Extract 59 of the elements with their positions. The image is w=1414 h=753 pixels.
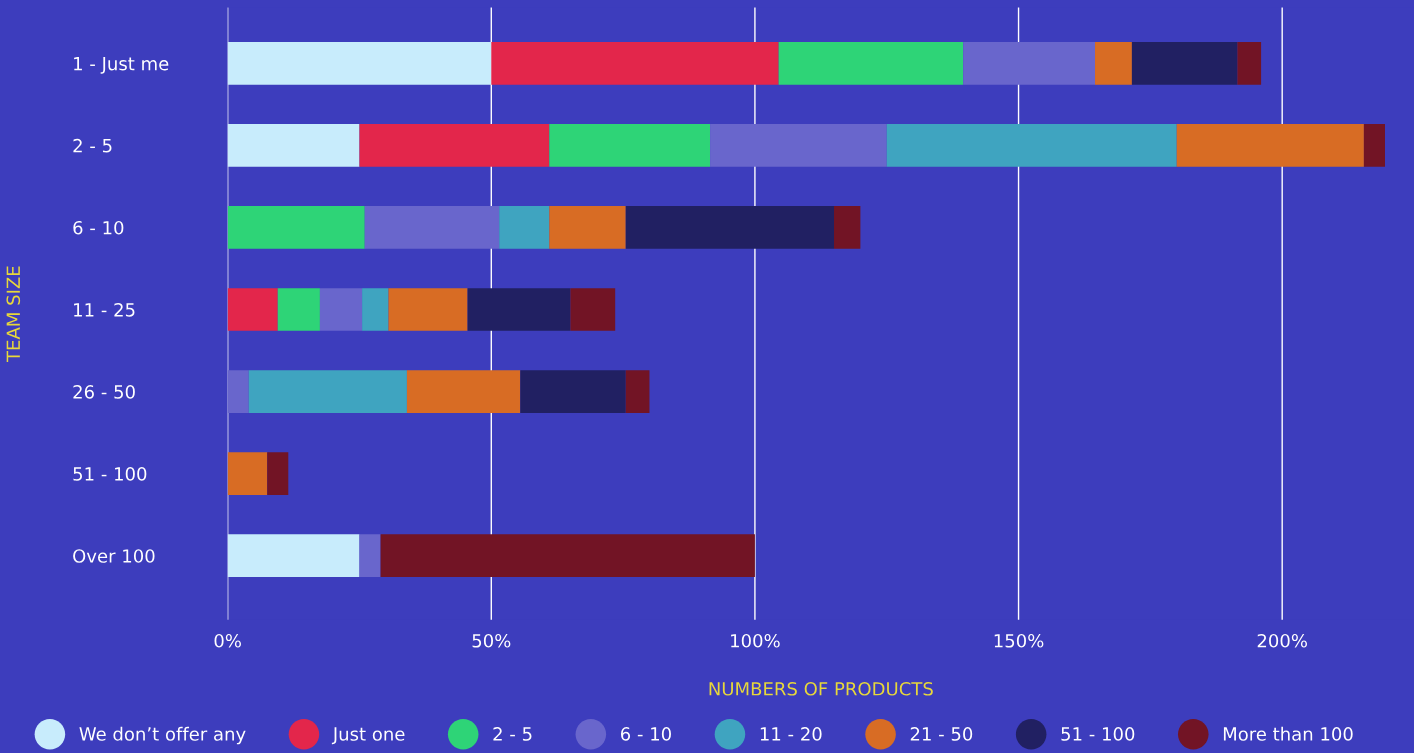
legend-label: 21 - 50 [910,727,973,741]
y-axis-title: TEAM SIZE [6,266,21,363]
bar [886,124,1177,167]
legend-label: 6 - 10 [620,727,671,741]
y-tick-label: 6 - 10 [73,220,124,235]
bar [834,206,861,249]
bar [1095,42,1132,85]
x-tick-label: 0% [214,633,241,648]
bar [227,42,492,85]
bar [227,124,360,167]
bar [1363,124,1385,167]
bar [491,42,779,85]
y-tick-label: 2 - 5 [73,138,112,153]
bar [388,288,468,331]
y-tick-label: 26 - 50 [73,385,135,399]
bar [570,288,616,331]
bar [625,206,835,249]
bar [227,370,249,413]
bar [499,206,550,249]
bar [319,288,363,331]
legend-label: Just one [331,727,405,745]
bar [359,124,550,167]
y-tick-label: 11 - 25 [74,302,135,317]
y-tick-label: 1 - Just me [74,57,169,74]
legend-label: 51 - 100 [1061,727,1135,741]
bar [1237,42,1262,85]
bar [467,288,571,331]
bar [549,124,711,167]
bar [227,206,365,249]
bar [406,370,521,413]
y-tick-label: 51 - 100 [73,467,147,481]
x-axis-title: NUMBERS OF PRODUCTS [709,681,933,696]
bar [364,206,500,249]
bar [1176,124,1364,167]
bar [227,534,360,578]
x-tick-label: 50% [472,633,511,648]
bar [359,534,381,578]
bar [778,42,964,85]
bar [267,452,289,495]
bar [710,124,887,167]
bar [1131,42,1238,85]
bar [625,370,650,413]
x-tick-label: 150% [994,633,1044,648]
x-tick-label: 200% [1257,633,1307,648]
bar [227,288,278,331]
bar [549,206,626,249]
bar [277,288,320,331]
bar [963,42,1095,85]
bar [520,370,626,413]
bar [362,288,389,331]
legend-label: We don’t offer any [79,726,246,745]
y-tick-label: Over 100 [73,549,155,563]
x-tick-label: 100% [731,633,780,648]
legend-label: 11 - 20 [760,727,822,741]
bar [248,370,407,413]
legend-label: More than 100 [1223,726,1353,741]
bar [227,452,268,495]
legend-label: 2 - 5 [493,727,532,741]
bar [380,534,755,578]
